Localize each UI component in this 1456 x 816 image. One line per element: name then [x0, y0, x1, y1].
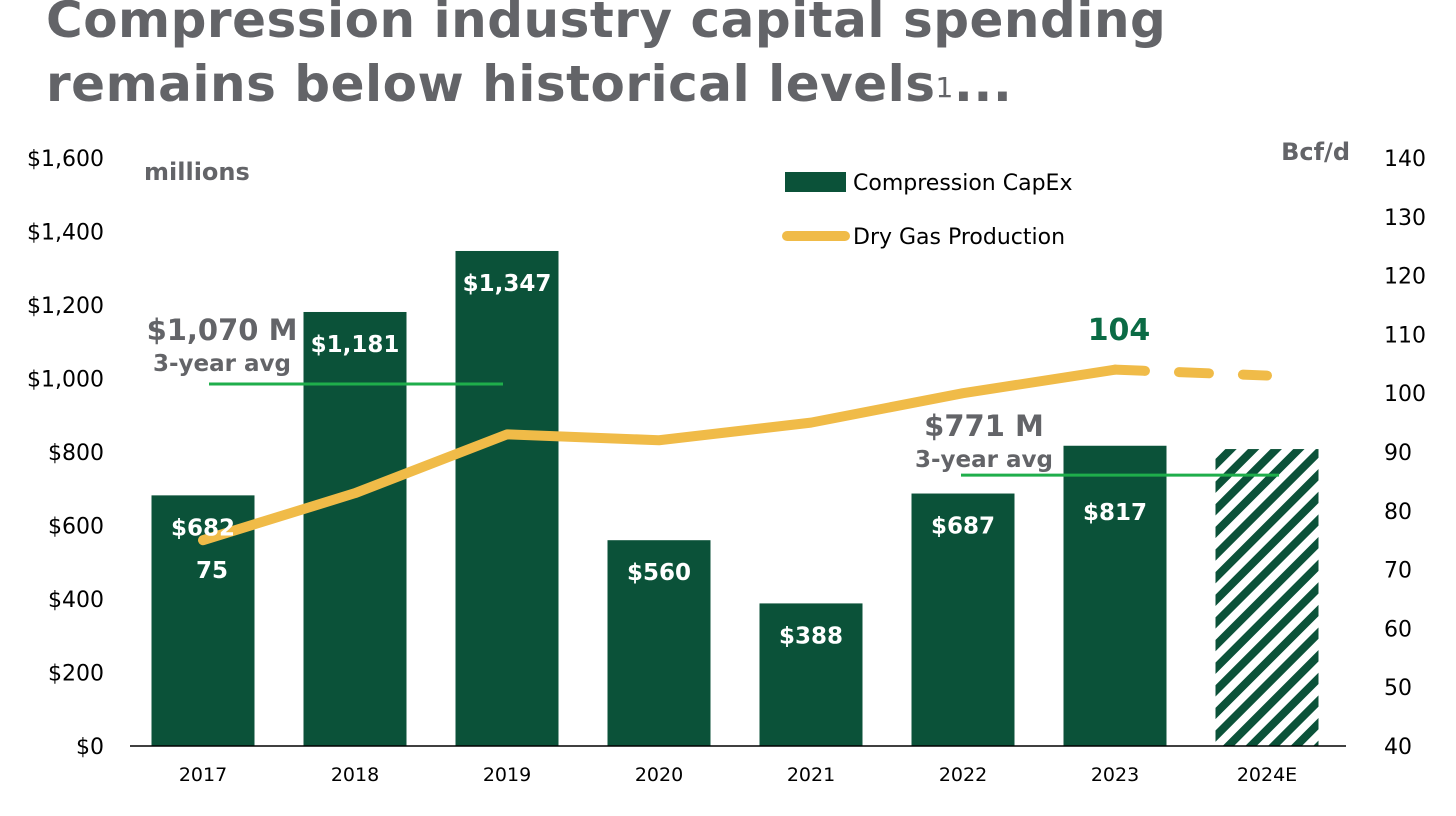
- right-axis-tick: 40: [1384, 735, 1412, 760]
- right-axis-tick: 80: [1384, 500, 1412, 525]
- right-axis-tick: 50: [1384, 676, 1412, 701]
- bar-value-label: $1,347: [463, 271, 552, 297]
- x-axis-tick: 2019: [483, 764, 531, 786]
- x-axis-tick: 2022: [939, 764, 987, 786]
- title-line1: Compression industry capital spending: [46, 0, 1167, 49]
- right-axis-tick: 100: [1384, 382, 1426, 407]
- right-axis-unit: Bcf/d: [1281, 138, 1350, 166]
- line-end-label: 104: [1088, 313, 1151, 348]
- left-axis-tick: $800: [48, 441, 104, 466]
- right-axis-tick: 60: [1384, 617, 1412, 642]
- avg2-sub-label: 3-year avg: [915, 447, 1053, 473]
- right-axis-tick: 130: [1384, 206, 1426, 231]
- left-axis-tick: $400: [48, 588, 104, 613]
- bar-2018: [303, 311, 407, 746]
- right-axis-tick: 110: [1384, 323, 1426, 348]
- title-footnote-marker: 1: [935, 71, 954, 104]
- x-axis-tick: 2021: [787, 764, 835, 786]
- bar-value-label: $687: [931, 514, 995, 540]
- bar-value-label: $560: [627, 560, 691, 586]
- bar-value-label: $817: [1083, 500, 1147, 526]
- line-start-label: 75: [196, 558, 228, 584]
- right-axis-tick: 90: [1384, 441, 1412, 466]
- bar-2021: [759, 603, 863, 746]
- right-axis-tick: 70: [1384, 559, 1412, 584]
- left-axis-tick: $1,000: [27, 368, 104, 393]
- chart-title: Compression industry capital spending rem…: [46, 0, 1166, 116]
- bar-2024E: [1215, 449, 1319, 746]
- legend-bar-swatch: [785, 172, 846, 192]
- avg1-value-label: $1,070 M: [147, 313, 298, 347]
- left-axis-tick: $600: [48, 515, 104, 540]
- bar-value-label: $1,181: [311, 332, 400, 358]
- bar-value-label: $388: [779, 623, 843, 649]
- bar-2022: [911, 493, 1015, 746]
- left-axis-tick: $0: [76, 735, 104, 760]
- x-axis-tick: 2024E: [1237, 764, 1297, 786]
- title-ellipsis: ...: [953, 55, 1013, 113]
- x-axis-tick: 2018: [331, 764, 379, 786]
- legend-gas-label: Dry Gas Production: [853, 225, 1065, 250]
- avg1-sub-label: 3-year avg: [153, 351, 291, 377]
- left-axis-unit: millions: [144, 158, 250, 186]
- dry-gas-line-forecast: [1110, 364, 1272, 381]
- right-axis-tick: 140: [1384, 147, 1426, 172]
- avg2-value-label: $771 M: [924, 409, 1044, 443]
- bar-2023: [1063, 445, 1167, 746]
- left-axis-tick: $200: [48, 662, 104, 687]
- title-line2: remains below historical levels: [46, 55, 936, 113]
- bar-2020: [607, 540, 711, 746]
- left-axis-tick: $1,600: [27, 147, 104, 172]
- legend-capex-label: Compression CapEx: [853, 171, 1072, 196]
- x-axis-tick: 2023: [1091, 764, 1139, 786]
- x-axis-tick: 2020: [635, 764, 683, 786]
- bar-value-label: $682: [171, 515, 235, 541]
- right-axis-tick: 120: [1384, 265, 1426, 290]
- left-axis-tick: $1,200: [27, 294, 104, 319]
- x-axis-tick: 2017: [179, 764, 227, 786]
- left-axis-tick: $1,400: [27, 221, 104, 246]
- bar-2019: [455, 250, 559, 747]
